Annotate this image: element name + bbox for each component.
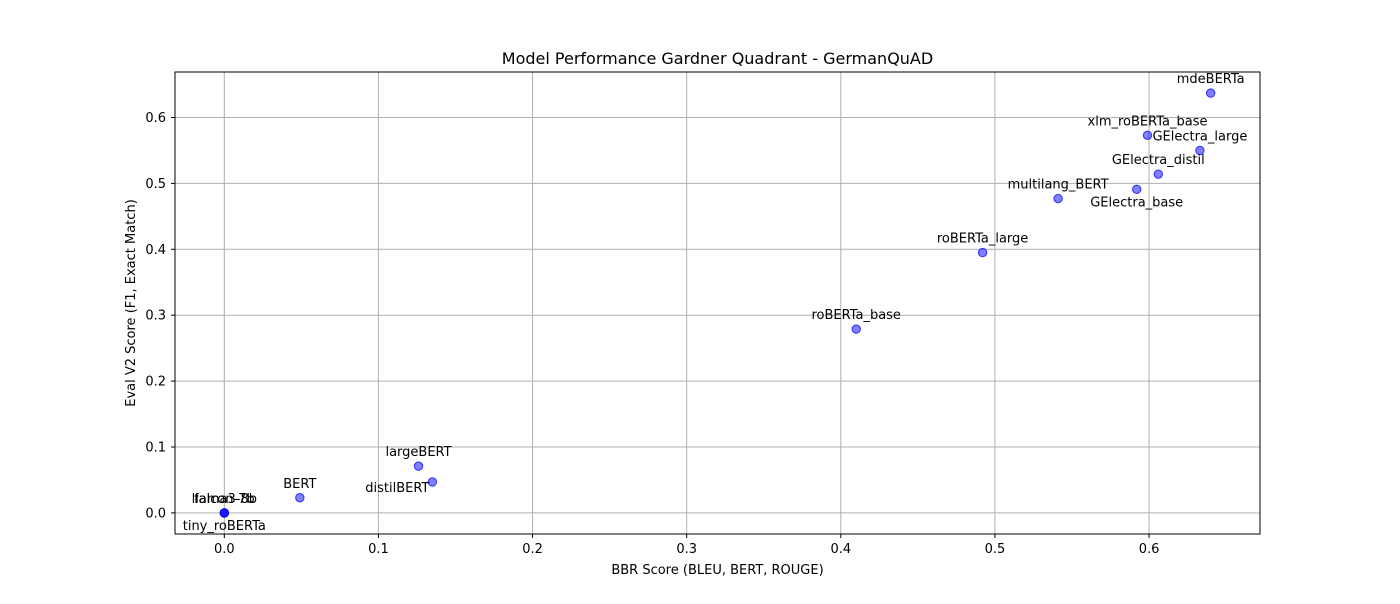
point-label: GElectra_large xyxy=(1152,129,1247,144)
point-label: GElectra_base xyxy=(1090,195,1183,210)
y-tick-label: 0.0 xyxy=(145,506,166,521)
y-tick-label: 0.3 xyxy=(145,309,166,324)
y-tick-label: 0.6 xyxy=(145,111,166,126)
y-axis-ticks: 0.0 0.1 0.2 0.3 0.4 0.5 0.6 xyxy=(145,111,175,521)
data-point xyxy=(219,508,230,518)
x-tick-label: 0.0 xyxy=(214,542,235,557)
point-label: GElectra_distil xyxy=(1112,153,1205,168)
x-axis-label: BBR Score (BLEU, BERT, ROUGE) xyxy=(611,563,823,578)
data-point xyxy=(413,461,424,471)
x-axis-ticks: 0.0 0.1 0.2 0.3 0.4 0.5 0.6 xyxy=(214,534,1159,557)
x-tick-label: 0.3 xyxy=(676,542,697,557)
y-tick-label: 0.4 xyxy=(145,243,166,258)
point-label: distilBERT xyxy=(365,481,429,496)
data-point xyxy=(1053,193,1063,204)
y-tick-label: 0.1 xyxy=(145,441,166,456)
point-label: multilang_BERT xyxy=(1008,178,1109,193)
data-point xyxy=(427,477,438,487)
data-point xyxy=(851,324,861,334)
data-point xyxy=(1153,169,1163,179)
grid-layer xyxy=(175,72,1260,534)
x-tick-label: 0.4 xyxy=(830,542,851,557)
points-layer xyxy=(219,88,1216,518)
point-label: mdeBERTa xyxy=(1177,72,1245,87)
point-label: llama3-8b xyxy=(192,492,257,507)
point-label: xlm_roBERTa_base xyxy=(1088,114,1208,129)
point-label: falcon-7b xyxy=(194,492,255,507)
point-label: roBERTa_large xyxy=(937,232,1028,247)
y-tick-label: 0.2 xyxy=(145,375,166,390)
point-label: roBERTa_base xyxy=(811,308,900,323)
data-point xyxy=(1195,145,1205,156)
point-label: BERT xyxy=(283,477,316,492)
x-tick-label: 0.6 xyxy=(1139,542,1160,557)
point-label: largeBERT xyxy=(385,445,451,460)
point-label: tiny_roBERTa xyxy=(183,519,266,534)
data-point xyxy=(295,493,305,503)
y-axis-label: Eval V2 Score (F1, Exact Match) xyxy=(124,199,139,407)
x-tick-label: 0.1 xyxy=(368,542,389,557)
plot-frame xyxy=(174,71,1261,535)
chart-title: Model Performance Gardner Quadrant - Ger… xyxy=(502,49,933,68)
data-point xyxy=(1205,88,1216,98)
x-tick-label: 0.5 xyxy=(985,542,1006,557)
data-point xyxy=(1142,130,1153,140)
x-tick-label: 0.2 xyxy=(522,542,543,557)
data-point xyxy=(977,247,988,258)
y-tick-label: 0.5 xyxy=(145,177,166,192)
data-point xyxy=(1132,184,1142,195)
